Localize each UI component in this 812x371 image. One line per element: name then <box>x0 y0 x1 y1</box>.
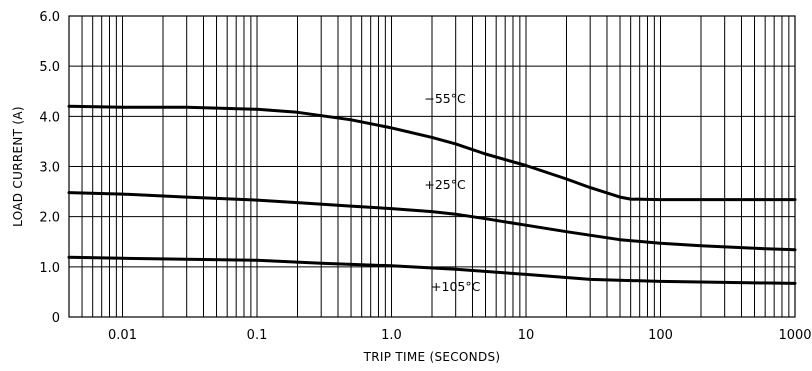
x-tick-label-0: 0.01 <box>108 328 137 343</box>
y-tick-label-4: 4.0 <box>39 110 60 125</box>
plot-frame <box>68 15 796 318</box>
series-label-1: +25°C <box>424 177 466 192</box>
series-label-2: +105°C <box>431 279 481 294</box>
x-tick-label-5: 1000 <box>778 328 811 343</box>
y-tick-label-3: 3.0 <box>39 161 60 176</box>
y-tick-label-0: 0 <box>52 311 60 326</box>
x-tick-label-4: 100 <box>648 328 673 343</box>
y-tick-label-1: 1.0 <box>39 261 60 276</box>
x-axis-label: TRIP TIME (SECONDS) <box>363 350 501 364</box>
y-axis-label: LOAD CURRENT (A) <box>11 106 25 227</box>
series-line-2 <box>67 255 797 285</box>
tick-labels: 0.01 0.1 1.0 10 100 1000 0 1.0 2.0 3.0 4.0 5.0 6.0 <box>39 10 811 343</box>
y-tick-label-5: 5.0 <box>39 60 60 75</box>
x-tick-label-1: 0.1 <box>247 328 268 343</box>
y-tick-label-2: 2.0 <box>39 211 60 226</box>
series-line-1 <box>67 191 797 252</box>
grid <box>68 15 795 318</box>
series-lines <box>67 104 797 285</box>
series-labels: −55°C +25°C +105°C <box>424 91 480 294</box>
series-label-0: −55°C <box>424 91 466 106</box>
x-tick-label-3: 10 <box>518 328 535 343</box>
y-tick-label-6: 6.0 <box>39 10 60 25</box>
series-line-0 <box>67 104 797 202</box>
x-tick-label-2: 1.0 <box>381 328 402 343</box>
